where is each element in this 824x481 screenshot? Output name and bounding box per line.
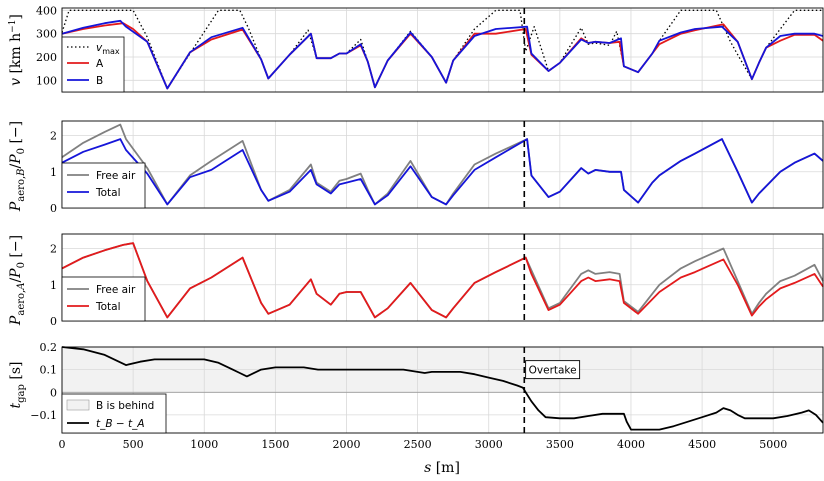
x-tick-label: 500 [123, 438, 144, 451]
legend-box [61, 36, 125, 93]
legend-label: Free air [96, 170, 136, 182]
y-tick-label: 2 [50, 243, 57, 256]
legend-label: A [96, 58, 104, 70]
panel-power-a: 0 1 2 Free air Total [50, 233, 824, 328]
legend-swatch [66, 399, 90, 411]
y-tick-label: 0 [50, 202, 57, 215]
axes-frame [61, 7, 824, 93]
legend-box [61, 276, 146, 322]
axes-frame [61, 346, 824, 434]
legend-box [61, 162, 146, 209]
ylabel-power-b: Paero,B/P0 [−] [8, 121, 27, 212]
legend-label: B [96, 75, 103, 87]
x-tick-label: 2500 [404, 438, 432, 451]
x-tick-label: 1500 [261, 438, 289, 451]
y-tick-label: 1 [50, 279, 57, 292]
y-tick-label: 100 [36, 74, 57, 87]
series-line-t-b-t-a [61, 346, 824, 431]
ylabel-time-gap: tgap [s] [8, 362, 27, 409]
y-tick-label: 200 [36, 51, 57, 64]
annotation-box [525, 360, 581, 380]
panel-power-b: 0 1 2 Free air Total [50, 120, 824, 215]
y-tick-label: 0 [50, 315, 57, 328]
legend-label: Total [95, 301, 121, 313]
x-tick-label: 0 [59, 438, 66, 451]
y-tick-label: 2 [50, 130, 57, 143]
x-tick-label: 3500 [546, 438, 574, 451]
y-tick-label: 1 [50, 166, 57, 179]
x-tick-label: 5000 [759, 438, 787, 451]
legend-label: t_B − t_A [96, 418, 145, 430]
legend: Free air Total [61, 276, 146, 322]
ylabel-speed: v [km h−1] [8, 14, 24, 86]
series-line-b [61, 19, 824, 90]
y-tick-label: −0.1 [30, 409, 57, 422]
x-tick-label: 1000 [190, 438, 218, 451]
legend-label: B is behind [96, 400, 154, 412]
series-line-total [61, 138, 824, 206]
x-tick-label: 3000 [475, 438, 503, 451]
series-line-total [61, 242, 824, 319]
y-tick-label: 0.1 [40, 364, 58, 377]
x-tick-label: 4500 [688, 438, 716, 451]
legend-label: Free air [96, 284, 136, 296]
legend: B is behind t_B − t_A [61, 393, 167, 434]
y-tick-label: 0.2 [40, 341, 58, 354]
x-tick-label: 2000 [332, 438, 360, 451]
panel-time-gap: −0.1 0 0.1 0.2 0 500 1000 1500 2000 2500 3000 3500 4… [30, 341, 824, 451]
legend: Free air Total [61, 162, 146, 209]
y-tick-label: 0 [50, 386, 57, 399]
series-line-v-max [61, 9, 823, 90]
xlabel-distance: s [m] [424, 460, 460, 476]
annotation-overtake: Overtake [529, 365, 577, 377]
y-tick-label: 300 [36, 28, 57, 41]
legend-label: Total [95, 187, 121, 199]
axes-frame [61, 233, 824, 322]
ylabel-power-a: Paero,A/P0 [−] [8, 235, 27, 326]
y-tick-label: 400 [36, 4, 57, 17]
series-line-a [61, 22, 824, 90]
x-tick-label: 4000 [617, 438, 645, 451]
